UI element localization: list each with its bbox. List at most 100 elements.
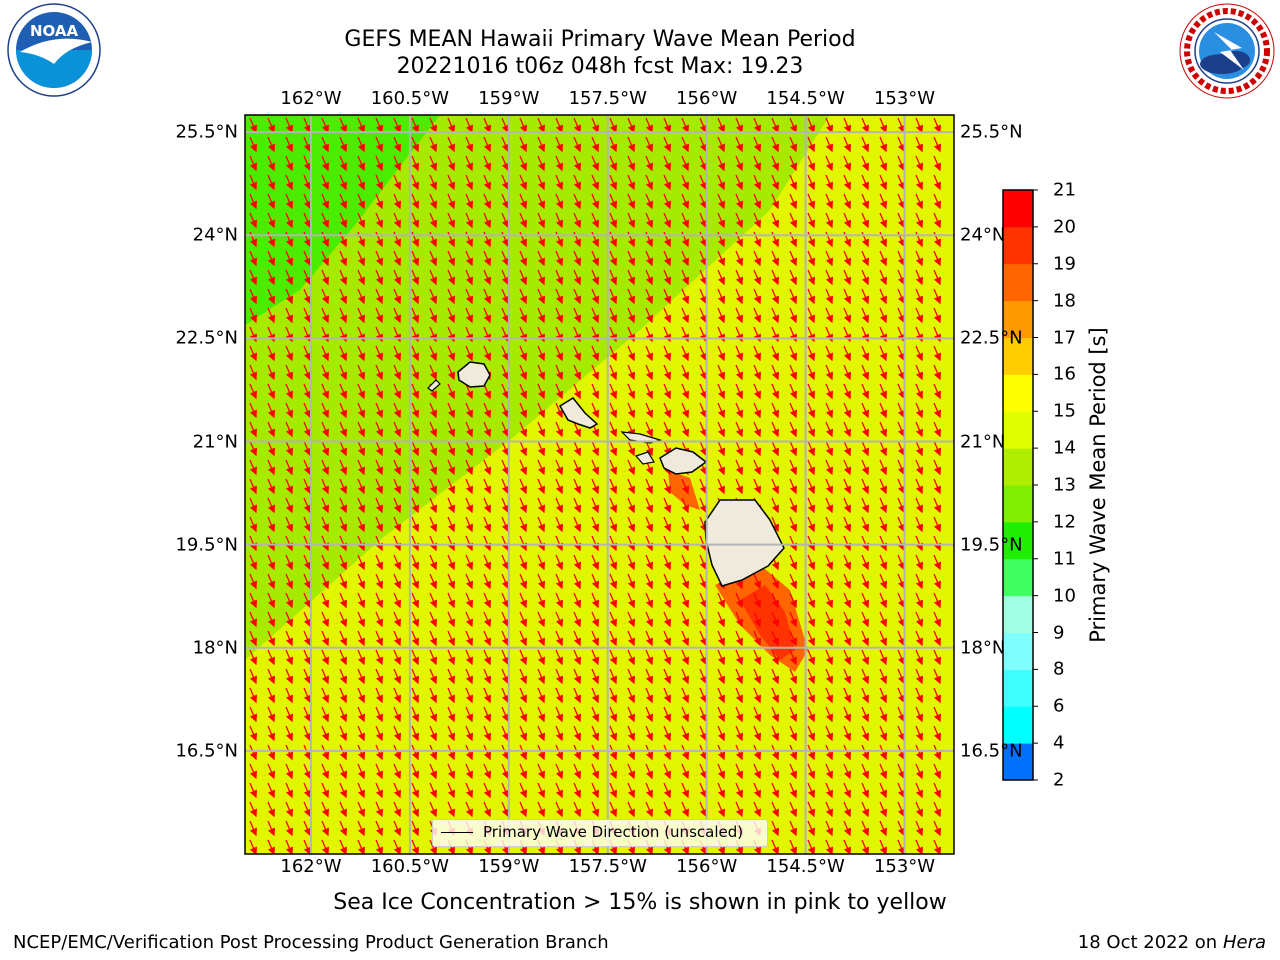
wave-arrow xyxy=(249,440,258,457)
wave-arrow xyxy=(303,497,312,514)
wave-arrow xyxy=(789,440,798,457)
wave-arrow xyxy=(519,155,528,172)
wave-arrow xyxy=(843,288,852,305)
wave-arrow xyxy=(861,288,870,305)
wave-arrow xyxy=(411,535,420,552)
wave-arrow xyxy=(681,364,690,381)
wave-arrow xyxy=(825,459,834,476)
wave-arrow xyxy=(375,497,384,514)
wave-arrow xyxy=(771,459,780,476)
wave-arrow xyxy=(573,117,582,134)
wave-arrow xyxy=(285,440,294,457)
wave-arrow xyxy=(861,497,870,514)
wave-arrow xyxy=(249,459,258,476)
wave-arrow xyxy=(753,212,762,229)
wave-arrow xyxy=(933,364,942,381)
wave-arrow xyxy=(825,155,834,172)
wave-arrow xyxy=(285,250,294,267)
wave-arrow xyxy=(393,421,402,438)
wave-arrow xyxy=(627,250,636,267)
wave-arrow xyxy=(375,440,384,457)
wave-arrow xyxy=(519,174,528,191)
wave-arrow xyxy=(681,478,690,495)
wave-arrow xyxy=(933,345,942,362)
wave-arrow xyxy=(573,288,582,305)
wave-arrow xyxy=(663,117,672,134)
wave-arrow xyxy=(591,155,600,172)
wave-arrow xyxy=(753,345,762,362)
wave-arrow xyxy=(429,269,438,286)
wave-arrow xyxy=(789,117,798,134)
wave-arrow xyxy=(519,383,528,400)
colorbar-segment xyxy=(1003,411,1033,449)
wave-arrow xyxy=(267,497,276,514)
wave-arrow xyxy=(807,535,816,552)
wave-arrow xyxy=(465,136,474,153)
wave-arrow xyxy=(375,250,384,267)
wave-arrow xyxy=(357,535,366,552)
wave-arrow xyxy=(411,117,420,134)
wave-arrow xyxy=(897,155,906,172)
wave-arrow xyxy=(915,288,924,305)
wave-arrow xyxy=(267,535,276,552)
wave-arrow xyxy=(483,535,492,552)
wave-arrow xyxy=(303,421,312,438)
wave-arrow xyxy=(465,459,474,476)
wave-arrow xyxy=(429,288,438,305)
wave-arrow xyxy=(645,364,654,381)
wave-arrow xyxy=(807,269,816,286)
wave-arrow xyxy=(411,421,420,438)
wave-arrow xyxy=(879,364,888,381)
legend-label: Primary Wave Direction (unscaled) xyxy=(483,823,744,841)
wave-arrow xyxy=(681,117,690,134)
wave-arrow xyxy=(843,155,852,172)
wave-arrow xyxy=(879,345,888,362)
lon-tick-label-bottom: 153°W xyxy=(873,856,936,877)
wave-arrow xyxy=(861,193,870,210)
wave-arrow xyxy=(897,459,906,476)
wave-arrow xyxy=(411,345,420,362)
wave-arrow xyxy=(789,345,798,362)
wave-arrow xyxy=(285,345,294,362)
wave-arrow xyxy=(519,117,528,134)
wave-arrow xyxy=(339,193,348,210)
wave-arrow xyxy=(357,497,366,514)
wave-arrow xyxy=(807,117,816,134)
wave-arrow xyxy=(663,307,672,324)
wave-arrow xyxy=(537,174,546,191)
wave-arrow xyxy=(807,136,816,153)
lon-tick-label-top: 160.5°W xyxy=(370,88,450,109)
lat-tick-label-right: 24°N xyxy=(960,224,1006,246)
wave-arrow xyxy=(753,364,762,381)
wave-arrow xyxy=(915,421,924,438)
wave-arrow xyxy=(555,440,564,457)
wave-arrow xyxy=(555,402,564,419)
wave-arrow xyxy=(897,269,906,286)
wave-arrow xyxy=(285,288,294,305)
wave-arrow xyxy=(267,478,276,495)
wave-arrow xyxy=(915,364,924,381)
wave-arrow xyxy=(393,250,402,267)
wave-arrow xyxy=(321,535,330,552)
wave-arrow xyxy=(627,516,636,533)
wave-arrow xyxy=(681,288,690,305)
wave-arrow xyxy=(861,421,870,438)
wave-arrow xyxy=(609,212,618,229)
wave-arrow xyxy=(573,345,582,362)
wave-arrow xyxy=(375,193,384,210)
wave-arrow xyxy=(447,307,456,324)
wave-arrow xyxy=(627,364,636,381)
colorbar-tick-label: 11 xyxy=(1053,548,1076,570)
wave-arrow xyxy=(303,440,312,457)
wave-arrow xyxy=(645,516,654,533)
wave-arrow xyxy=(393,364,402,381)
wave-arrow xyxy=(825,288,834,305)
wave-arrow xyxy=(825,478,834,495)
wave-arrow xyxy=(357,440,366,457)
wave-arrow xyxy=(339,117,348,134)
wave-arrow xyxy=(339,402,348,419)
wave-arrow xyxy=(897,345,906,362)
wave-arrow xyxy=(411,250,420,267)
wave-arrow xyxy=(375,402,384,419)
wave-arrow xyxy=(933,212,942,229)
